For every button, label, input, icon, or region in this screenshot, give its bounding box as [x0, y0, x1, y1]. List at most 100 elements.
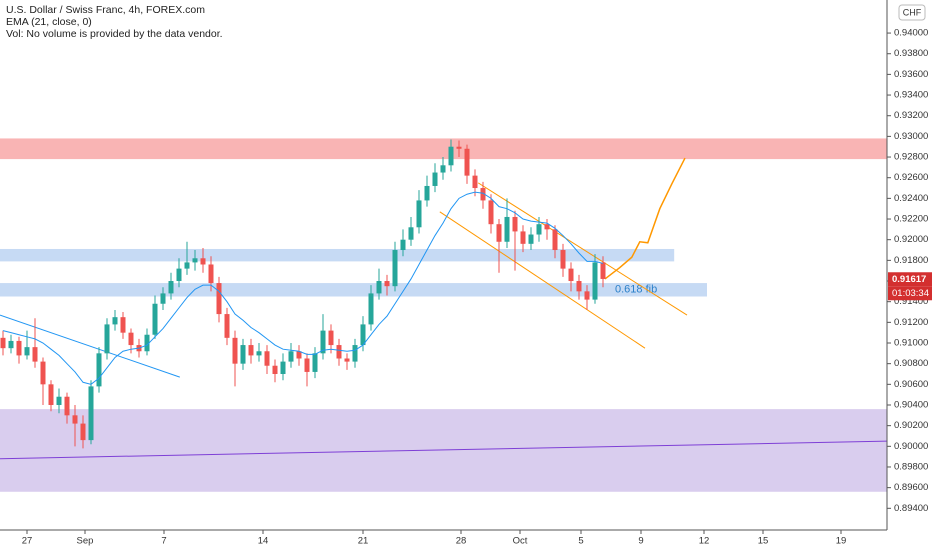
x-tick-label: 19 [836, 536, 847, 547]
candle-body [288, 351, 294, 362]
candle-body [280, 361, 286, 374]
zone [0, 409, 887, 492]
y-tick-label: 0.94000 [894, 28, 928, 39]
candle-body [472, 175, 478, 189]
x-tick-label: 7 [161, 536, 166, 547]
candle-body [72, 415, 78, 424]
candle-body [160, 293, 166, 304]
candle-body [552, 229, 558, 251]
candle-body [568, 268, 574, 282]
candle-body [48, 384, 54, 405]
y-tick-label: 0.90800 [894, 358, 928, 369]
y-tick-label: 0.89600 [894, 482, 928, 493]
candle-body [352, 345, 358, 362]
candle-body [240, 345, 246, 364]
currency[interactable]: CHF [903, 7, 922, 17]
candle-body [440, 165, 446, 173]
candle-body [560, 250, 566, 269]
currency-box[interactable] [898, 4, 926, 21]
candle-body [432, 172, 438, 186]
candle-body [344, 358, 350, 362]
candle-body [24, 347, 30, 356]
candle-body [208, 264, 214, 284]
plot-area: 0.618 fib [0, 138, 888, 492]
candle-body [416, 200, 422, 228]
candle-body [424, 185, 430, 201]
candle-body [224, 314, 230, 338]
y-tick-label: 0.93600 [894, 69, 928, 80]
x-tick-label: 14 [258, 536, 269, 547]
candle-body [8, 340, 14, 349]
drawing-line [0, 440, 888, 460]
candle-body [120, 317, 126, 333]
candle-body [128, 332, 134, 346]
x-tick-label: Oct [513, 536, 528, 547]
candle-body [312, 353, 318, 372]
y-tick-label: 0.90600 [894, 379, 928, 390]
y-tick-label: 0.91000 [894, 338, 928, 349]
candle-body [112, 317, 118, 325]
x-tick-label: 28 [456, 536, 467, 547]
x-tick-label: 15 [758, 536, 769, 547]
candle-body [360, 324, 366, 346]
candle-body [408, 227, 414, 240]
candle-body [88, 386, 94, 441]
y-tick-label: 0.92400 [894, 193, 928, 204]
y-tick-label: 0.90400 [894, 400, 928, 411]
candle-body [504, 216, 510, 242]
x-tick-label: Sep [77, 536, 94, 547]
drawing-line [477, 182, 688, 316]
candle-body [480, 188, 486, 201]
candle-body [392, 250, 398, 287]
y-tick-label: 0.92000 [894, 234, 928, 245]
x-tick-label: 9 [638, 536, 643, 547]
candle-body [456, 146, 462, 149]
y-tick-label: 0.91200 [894, 317, 928, 328]
candle-body [520, 231, 526, 244]
candle-body [488, 200, 494, 225]
zone [0, 248, 675, 262]
candle-body [448, 146, 454, 166]
candle-body [584, 291, 590, 300]
y-tick-label: 0.92800 [894, 152, 928, 163]
candle-body [464, 148, 470, 176]
y-tick-label: 0.90000 [894, 441, 928, 452]
candle-body [216, 283, 222, 315]
candle-body [32, 347, 38, 362]
x-tick-label: 27 [22, 536, 33, 547]
candle-body [368, 293, 374, 325]
y-tick-label: 0.92600 [894, 172, 928, 183]
candle-body [56, 396, 62, 405]
y-tick-label: 0.90200 [894, 420, 928, 431]
candle-body [192, 258, 198, 263]
y-tick-label: 0.92200 [894, 214, 928, 225]
chart-title: U.S. Dollar / Swiss Franc, 4h, FOREX.com [6, 4, 205, 16]
y-tick-label: 0.93200 [894, 110, 928, 121]
candle-body [184, 262, 190, 269]
candle-body [496, 224, 502, 242]
candle-body [152, 303, 158, 335]
candle-body [592, 262, 598, 300]
candle-body [544, 224, 550, 230]
drawing-line [0, 314, 180, 378]
candle-body [400, 239, 406, 251]
candle-body [272, 365, 278, 374]
zone-label: 0.618 fib [615, 284, 657, 296]
candle-body [16, 340, 22, 356]
candle-body [232, 337, 238, 364]
candle-body [40, 361, 46, 385]
candle-body [0, 337, 6, 349]
candle-body [264, 351, 270, 366]
candle-body [336, 345, 342, 359]
candle-body [296, 351, 302, 359]
y-tick-label: 0.89800 [894, 461, 928, 472]
candle-body [576, 281, 582, 292]
candle-body [144, 334, 150, 352]
candle-body [600, 262, 606, 279]
x-tick-label: 12 [699, 536, 710, 547]
ema-line [2, 191, 604, 385]
candle-body [168, 281, 174, 294]
drawing-line [439, 211, 646, 349]
candle-body [96, 353, 102, 387]
y-tick-label: 0.93400 [894, 90, 928, 101]
